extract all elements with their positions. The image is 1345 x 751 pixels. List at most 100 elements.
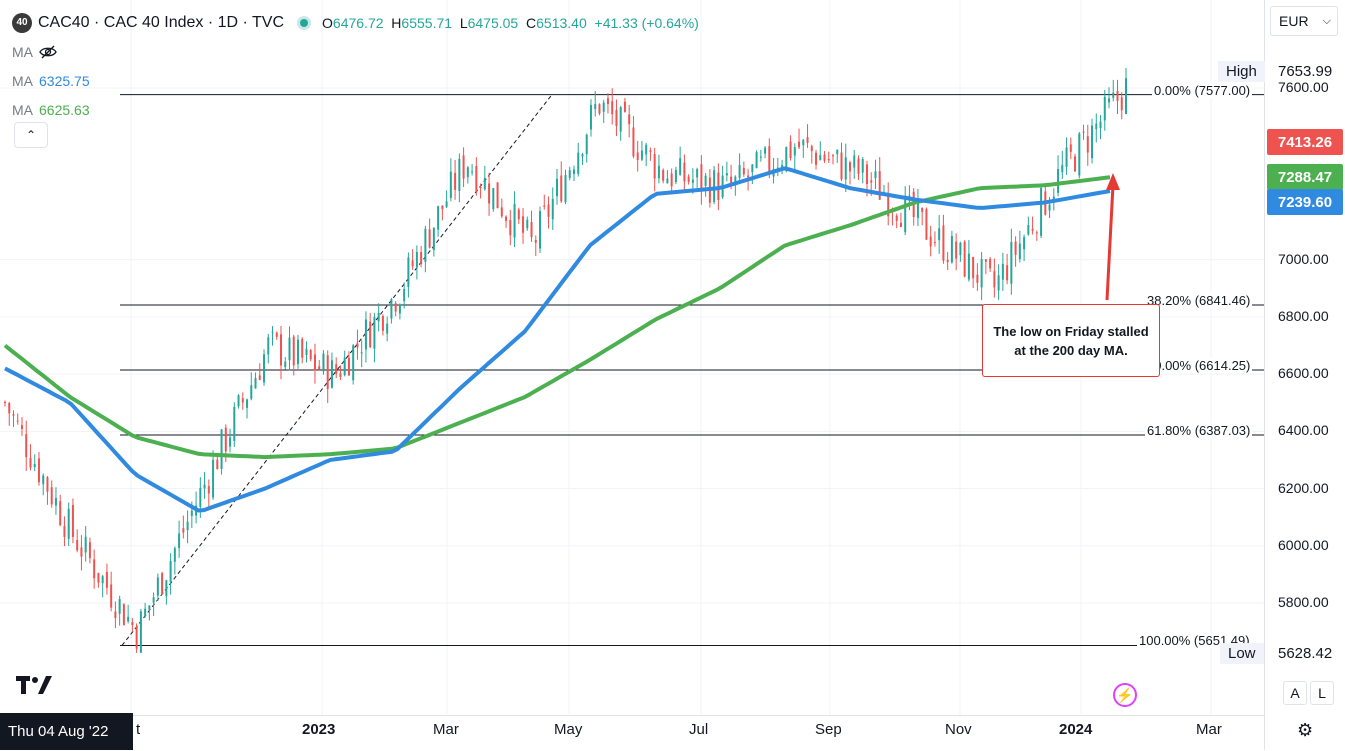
ma-fast-row[interactable]: MA 6325.75 bbox=[12, 72, 90, 89]
candle-body bbox=[1031, 228, 1034, 231]
candle-body bbox=[178, 533, 181, 549]
candle-body bbox=[199, 487, 202, 507]
fib-label-2: 50.00% (6614.25) bbox=[1145, 358, 1253, 374]
candle-body bbox=[1061, 164, 1064, 173]
candle-body bbox=[568, 170, 571, 178]
candle-body bbox=[984, 259, 987, 262]
candle-body bbox=[1065, 147, 1068, 167]
candle-body bbox=[602, 102, 605, 112]
candle-body bbox=[785, 146, 788, 170]
candle-body bbox=[556, 178, 559, 197]
candle-body bbox=[313, 354, 316, 371]
candle-body bbox=[76, 539, 79, 551]
market-status-dot bbox=[300, 18, 309, 27]
candle-body bbox=[20, 425, 23, 429]
candle-body bbox=[505, 216, 508, 221]
symbol-title[interactable]: CAC40 · CAC 40 Index · 1D · TVC bbox=[38, 13, 285, 31]
candle-body bbox=[759, 156, 762, 158]
candle-body bbox=[284, 361, 287, 368]
legend-collapse-button[interactable]: ⌃ bbox=[14, 122, 48, 148]
gear-icon[interactable]: ⚙ bbox=[1297, 720, 1314, 740]
time-axis[interactable] bbox=[0, 715, 1264, 751]
candle-body bbox=[810, 146, 813, 152]
candle-body bbox=[679, 158, 682, 175]
candle-body bbox=[220, 429, 223, 469]
change-value: +41.33 (+0.64%) bbox=[594, 14, 699, 31]
candle-body bbox=[1048, 204, 1051, 211]
candle-body bbox=[415, 251, 418, 268]
chart-plot[interactable] bbox=[0, 0, 1264, 715]
time-label-0: t bbox=[136, 721, 141, 738]
candle-body bbox=[594, 104, 597, 109]
candle-body bbox=[318, 366, 321, 370]
candle-body bbox=[114, 611, 117, 619]
candle-body bbox=[589, 104, 592, 130]
candle-body bbox=[806, 137, 809, 143]
candle-body bbox=[118, 599, 121, 614]
candle-body bbox=[1082, 131, 1085, 133]
candle-body bbox=[870, 180, 873, 183]
eye-off-icon[interactable] bbox=[39, 45, 57, 59]
candle-body bbox=[364, 319, 367, 350]
time-label-5: Sep bbox=[815, 721, 842, 738]
tradingview-logo-icon[interactable] bbox=[16, 674, 52, 702]
candle-body bbox=[97, 572, 100, 583]
candle-body bbox=[454, 172, 457, 190]
candle-body bbox=[611, 101, 614, 115]
candle-body bbox=[131, 621, 134, 626]
candle-body bbox=[449, 171, 452, 198]
candle-body bbox=[572, 169, 575, 175]
candle-body bbox=[212, 459, 215, 498]
log-scale-button[interactable]: L bbox=[1310, 681, 1334, 705]
candle-body bbox=[683, 162, 686, 182]
high-value: 7653.99 bbox=[1278, 63, 1333, 80]
candle-body bbox=[1120, 97, 1123, 111]
candle-body bbox=[161, 573, 164, 594]
high-label: High bbox=[1218, 61, 1265, 82]
time-label-2: Mar bbox=[433, 721, 459, 738]
price-chart[interactable] bbox=[0, 0, 1264, 715]
lightning-icon[interactable]: ⚡ bbox=[1113, 683, 1137, 707]
ma-hidden-row[interactable]: MA bbox=[12, 37, 699, 66]
candle-body bbox=[776, 167, 779, 169]
time-label-6: Nov bbox=[945, 721, 972, 738]
price-tick-1: 7000.00 bbox=[1278, 250, 1329, 267]
candle-body bbox=[25, 434, 28, 458]
price-tick-2: 6800.00 bbox=[1278, 307, 1329, 324]
candle-body bbox=[764, 147, 767, 154]
auto-scale-button[interactable]: A bbox=[1283, 681, 1307, 705]
candle-body bbox=[110, 584, 113, 608]
candle-body bbox=[326, 355, 329, 390]
candle-body bbox=[411, 260, 414, 267]
candle-body bbox=[356, 343, 359, 348]
currency-selector[interactable]: EUR ⌵ bbox=[1270, 6, 1338, 36]
candle-body bbox=[203, 484, 206, 489]
ma-slow-row[interactable]: MA 6625.63 bbox=[12, 101, 90, 118]
candle-body bbox=[1014, 241, 1017, 255]
candle-body bbox=[403, 288, 406, 302]
candle-body bbox=[1099, 121, 1102, 129]
candle-body bbox=[959, 242, 962, 256]
candle-body bbox=[534, 239, 537, 243]
candle-body bbox=[955, 241, 958, 259]
candle-body bbox=[640, 150, 643, 160]
candle-body bbox=[865, 164, 868, 185]
candle-body bbox=[899, 222, 902, 227]
candle-body bbox=[802, 139, 805, 146]
candle-body bbox=[857, 158, 860, 174]
annotation-arrow-head bbox=[1106, 173, 1120, 190]
candle-body bbox=[80, 547, 83, 557]
candle-body bbox=[547, 204, 550, 217]
candle-body bbox=[54, 498, 57, 506]
candle-body bbox=[687, 176, 690, 182]
symbol-row[interactable]: 40 CAC40 · CAC 40 Index · 1D · TVC O6476… bbox=[12, 8, 699, 37]
candle-body bbox=[258, 375, 261, 380]
candle-body bbox=[819, 155, 822, 161]
candle-body bbox=[182, 528, 185, 533]
annotation-box[interactable]: The low on Friday stalled at the 200 day… bbox=[982, 304, 1160, 377]
price-axis[interactable] bbox=[1264, 0, 1345, 750]
candle-body bbox=[186, 521, 189, 531]
candle-body bbox=[496, 182, 499, 209]
time-label-4: Jul bbox=[689, 721, 709, 738]
candle-body bbox=[42, 475, 45, 485]
